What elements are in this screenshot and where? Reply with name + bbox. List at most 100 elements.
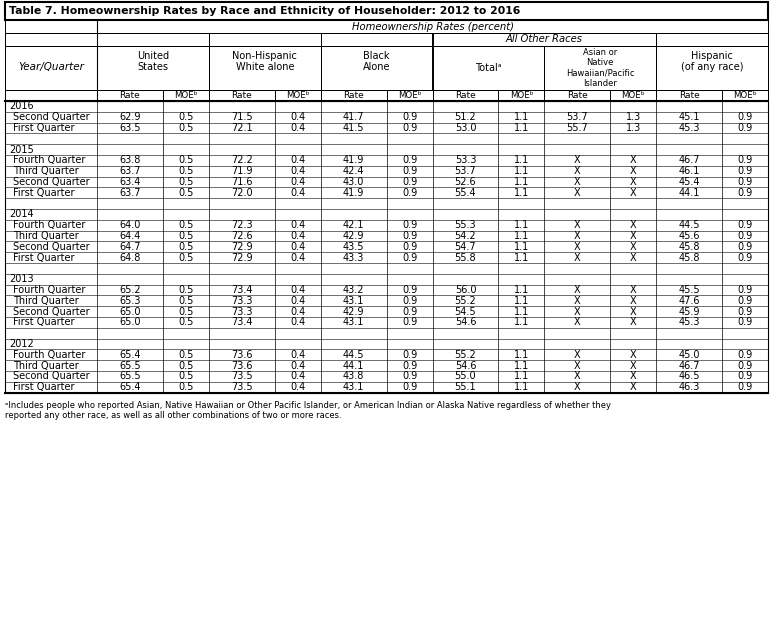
Text: Year/Quarter: Year/Quarter xyxy=(18,62,84,72)
Text: 0.5: 0.5 xyxy=(179,166,193,176)
Text: 55.3: 55.3 xyxy=(455,220,476,230)
Text: 43.3: 43.3 xyxy=(343,252,364,263)
Text: Rate: Rate xyxy=(120,91,141,100)
Text: 1.3: 1.3 xyxy=(625,123,641,133)
Text: 64.4: 64.4 xyxy=(119,231,141,241)
Text: 51.2: 51.2 xyxy=(455,112,476,122)
Text: 0.5: 0.5 xyxy=(179,242,193,252)
Text: 42.9: 42.9 xyxy=(343,307,364,317)
Text: 0.4: 0.4 xyxy=(290,188,305,198)
Text: 0.5: 0.5 xyxy=(179,231,193,241)
Text: X: X xyxy=(574,188,581,198)
Text: 45.6: 45.6 xyxy=(679,231,700,241)
Text: 45.4: 45.4 xyxy=(679,177,700,187)
Text: X: X xyxy=(630,155,636,165)
Text: 1.1: 1.1 xyxy=(514,231,529,241)
Bar xyxy=(656,90,722,101)
Text: 43.2: 43.2 xyxy=(343,285,364,295)
Text: Totalᵃ: Totalᵃ xyxy=(475,63,502,73)
Text: 0.9: 0.9 xyxy=(737,177,753,187)
Text: 73.5: 73.5 xyxy=(231,382,253,392)
Text: 45.1: 45.1 xyxy=(679,112,700,122)
Text: 55.2: 55.2 xyxy=(455,296,476,306)
Text: First Quarter: First Quarter xyxy=(13,123,74,133)
Text: X: X xyxy=(630,242,636,252)
Text: 44.5: 44.5 xyxy=(343,350,364,360)
Text: 54.6: 54.6 xyxy=(455,317,476,328)
Text: 43.1: 43.1 xyxy=(343,317,364,328)
Bar xyxy=(97,33,209,90)
Text: Fourth Quarter: Fourth Quarter xyxy=(13,220,85,230)
Text: 46.5: 46.5 xyxy=(679,371,700,381)
Text: 0.4: 0.4 xyxy=(290,220,305,230)
Text: X: X xyxy=(574,177,581,187)
Text: 45.8: 45.8 xyxy=(679,242,700,252)
Text: 42.9: 42.9 xyxy=(343,231,364,241)
Text: 1.1: 1.1 xyxy=(514,382,529,392)
Text: 0.5: 0.5 xyxy=(179,317,193,328)
Bar xyxy=(544,90,611,101)
Text: 0.5: 0.5 xyxy=(179,112,193,122)
Text: Second Quarter: Second Quarter xyxy=(13,242,90,252)
Text: 54.5: 54.5 xyxy=(455,307,476,317)
Text: X: X xyxy=(630,371,636,381)
Text: 53.7: 53.7 xyxy=(455,166,476,176)
Text: 42.4: 42.4 xyxy=(343,166,364,176)
Text: Rate: Rate xyxy=(679,91,700,100)
Text: 63.5: 63.5 xyxy=(119,123,141,133)
Text: 1.1: 1.1 xyxy=(514,350,529,360)
Text: 55.1: 55.1 xyxy=(455,382,476,392)
Text: First Quarter: First Quarter xyxy=(13,252,74,263)
Text: 0.9: 0.9 xyxy=(402,188,417,198)
Text: Third Quarter: Third Quarter xyxy=(13,231,79,241)
Text: 73.4: 73.4 xyxy=(231,285,253,295)
Text: 0.4: 0.4 xyxy=(290,166,305,176)
Text: Asian or
Native
Hawaiian/Pacific
Islander: Asian or Native Hawaiian/Pacific Islande… xyxy=(566,48,635,88)
Text: First Quarter: First Quarter xyxy=(13,317,74,328)
Text: 0.4: 0.4 xyxy=(290,112,305,122)
Text: 73.5: 73.5 xyxy=(231,371,253,381)
Text: 0.9: 0.9 xyxy=(402,350,417,360)
Bar xyxy=(5,2,768,20)
Bar xyxy=(209,33,321,90)
Text: 0.9: 0.9 xyxy=(737,360,753,371)
Text: 0.5: 0.5 xyxy=(179,285,193,295)
Text: X: X xyxy=(630,188,636,198)
Text: 56.0: 56.0 xyxy=(455,285,476,295)
Text: 0.4: 0.4 xyxy=(290,177,305,187)
Text: Second Quarter: Second Quarter xyxy=(13,112,90,122)
Text: X: X xyxy=(574,317,581,328)
Text: Fourth Quarter: Fourth Quarter xyxy=(13,155,85,165)
Text: 0.4: 0.4 xyxy=(290,296,305,306)
Text: 46.7: 46.7 xyxy=(679,155,700,165)
Text: 73.3: 73.3 xyxy=(231,307,253,317)
Text: Hispanic
(of any race): Hispanic (of any race) xyxy=(681,51,744,72)
Text: 0.9: 0.9 xyxy=(402,252,417,263)
Text: 72.6: 72.6 xyxy=(231,231,253,241)
Text: MOEᵇ: MOEᵇ xyxy=(398,91,421,100)
Text: 1.1: 1.1 xyxy=(514,123,529,133)
Text: 0.9: 0.9 xyxy=(737,350,753,360)
Text: X: X xyxy=(574,360,581,371)
Text: X: X xyxy=(574,242,581,252)
Text: 72.9: 72.9 xyxy=(231,242,253,252)
Text: Black
Alone: Black Alone xyxy=(363,51,390,72)
Text: Third Quarter: Third Quarter xyxy=(13,360,79,371)
Text: 0.4: 0.4 xyxy=(290,242,305,252)
Text: 0.9: 0.9 xyxy=(737,166,753,176)
Text: 0.4: 0.4 xyxy=(290,285,305,295)
Text: Second Quarter: Second Quarter xyxy=(13,307,90,317)
Text: 41.9: 41.9 xyxy=(343,188,364,198)
Text: 0.5: 0.5 xyxy=(179,123,193,133)
Text: 43.5: 43.5 xyxy=(343,242,364,252)
Text: 0.5: 0.5 xyxy=(179,177,193,187)
Text: All Other Races: All Other Races xyxy=(506,35,583,44)
Text: 1.1: 1.1 xyxy=(514,242,529,252)
Text: 53.7: 53.7 xyxy=(567,112,588,122)
Text: 65.0: 65.0 xyxy=(119,307,141,317)
Text: X: X xyxy=(630,231,636,241)
Text: X: X xyxy=(574,155,581,165)
Text: 55.8: 55.8 xyxy=(455,252,476,263)
Text: MOEᵇ: MOEᵇ xyxy=(174,91,198,100)
Text: 0.9: 0.9 xyxy=(737,296,753,306)
